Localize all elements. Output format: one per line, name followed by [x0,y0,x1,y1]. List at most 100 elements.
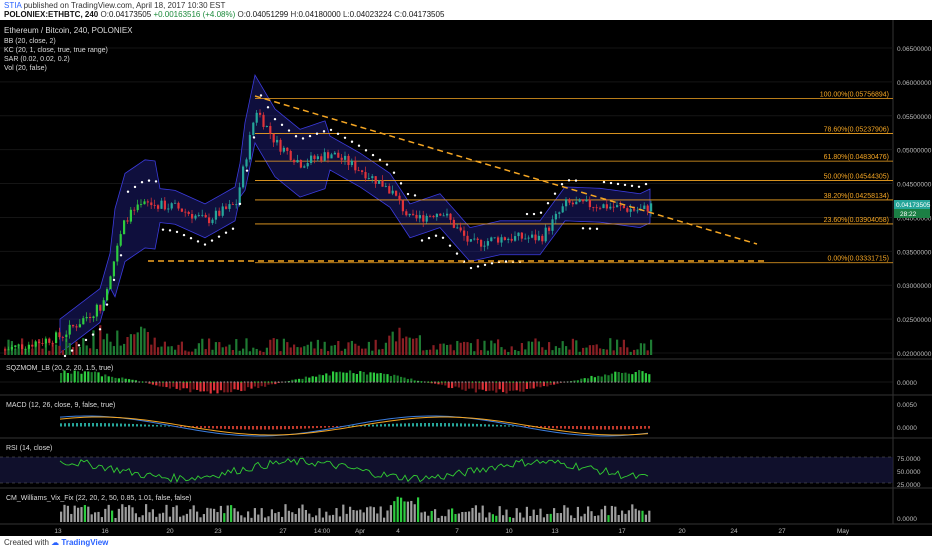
sqz-dot [396,381,399,383]
macd-histogram-bar [280,426,282,430]
rsi-pane[interactable] [0,456,893,484]
volume-bar [344,348,347,355]
squeeze-momentum-pane[interactable] [0,370,893,394]
candle-body [622,205,625,209]
countdown-value: 28:22 [900,211,917,218]
macd-histogram-bar [524,426,526,427]
vix-bar [553,508,556,522]
kc-label[interactable]: KC (20, 1, close, true, true range) [4,47,108,54]
macd-histogram-bar [448,423,450,427]
sqz-bar [491,382,494,391]
volume-bar [293,344,296,355]
candle-body [459,227,462,231]
candle-body [568,199,571,203]
author-link[interactable]: STIA [4,1,22,10]
vix-bar [155,516,158,522]
candle-body [486,241,489,246]
time-tick-label: 24 [730,528,738,535]
vix-bar [342,504,345,522]
macd-pane[interactable] [59,415,650,437]
volume-bar [616,339,619,355]
macd-histogram-bar [552,426,554,429]
volume-bar [384,342,387,355]
price-axis[interactable]: 0.06500000 0.06000000 0.05500000 0.05000000… [897,46,932,358]
rsi-label[interactable]: RSI (14, close) [6,445,52,452]
sqz-bar [73,370,76,382]
volume-bar [350,340,353,355]
bb-label[interactable]: BB (20, close, 2) [4,38,56,45]
fibonacci-retracement[interactable]: 100.00%(0.05756894) 78.60%(0.05237906) 61.… [255,91,893,264]
sqz-bar [223,382,226,393]
macd-label[interactable]: MACD (12, 26, close, 9, false, true) [6,402,115,409]
vix-bar [546,513,549,522]
sqz-dot [362,381,365,383]
time-axis[interactable]: 13 16 20 23 27 14:00 Apr 4 7 10 13 17 20 24 27 May [54,528,850,535]
sqz-dot [390,381,392,383]
sqz-dot [359,381,362,383]
sqz-bar [151,382,154,385]
vix-fix-pane[interactable] [60,496,651,522]
vol-label[interactable]: Vol (20, false) [4,65,47,72]
macd-histogram-bar [540,426,542,428]
volume-bar [310,341,313,355]
sqz-dot [570,381,572,383]
volume-bar [177,344,180,355]
sqz-bar [114,377,117,382]
volume-bar [106,333,109,355]
candle-body [425,215,428,222]
sqz-bar [206,382,209,392]
sar-label[interactable]: SAR (0.02, 0.02, 0.2) [4,56,70,63]
chart-area[interactable]: 100.00%(0.05756894) 78.60%(0.05237906) 61.… [0,20,932,536]
macd-histogram-bar [624,426,626,430]
sqz-bar [505,382,508,394]
candle-body [289,150,292,161]
candle-body [214,210,217,220]
candle-body [78,324,81,328]
vix-bar [474,505,477,522]
vix-bar [172,507,175,522]
vix-bar [396,496,399,522]
sqz-dot [403,381,406,383]
macd-histogram-bar [436,423,438,427]
sqz-label[interactable]: SQZMOM_LB (20, 2, 20, 1.5, true) [6,365,113,372]
candle-body [208,217,211,224]
chart-canvas[interactable]: 100.00%(0.05756894) 78.60%(0.05237906) 61.… [0,20,932,536]
vix-bar [298,508,301,522]
sqz-dot [179,381,181,383]
sqz-dot [553,381,555,383]
sqz-dot [611,381,613,383]
macd-histogram-bar [300,426,302,429]
candle-body [299,159,302,168]
candle-body [463,230,466,236]
vix-bar [124,507,127,522]
sar-dot [504,260,508,263]
sqz-bar [270,382,273,385]
candle-body [89,317,92,319]
volume-bar [507,351,510,355]
sqz-dot [254,381,256,383]
macd-histogram-bar [60,423,62,427]
macd-histogram-bar [504,425,506,427]
sar-dot [637,185,641,189]
vix-bar [563,505,566,522]
vix-label[interactable]: CM_Williams_Vix_Fix (22, 20, 2, 50, 0.85… [6,495,191,502]
fib-level-label: 50.00%(0.04544305) [824,174,889,181]
volume-bar [588,345,591,355]
vix-bar [162,512,165,522]
volume-bar [116,330,119,355]
vix-bar [461,512,464,522]
candle-body [374,176,377,184]
sqz-bar [172,382,175,387]
sqz-dot [478,381,481,383]
volume-bar [388,335,391,355]
descending-trendline[interactable] [254,95,758,245]
pane-axis-label: 0.0000 [897,380,917,387]
macd-histogram-bar [476,423,478,427]
trendlines[interactable] [148,95,765,262]
vix-bar [253,508,256,522]
volume-bar [585,347,588,355]
candle-body [242,166,245,188]
tradingview-brand[interactable]: TradingView [61,538,109,547]
sar-dot [217,235,221,238]
sqz-dot [298,381,300,383]
